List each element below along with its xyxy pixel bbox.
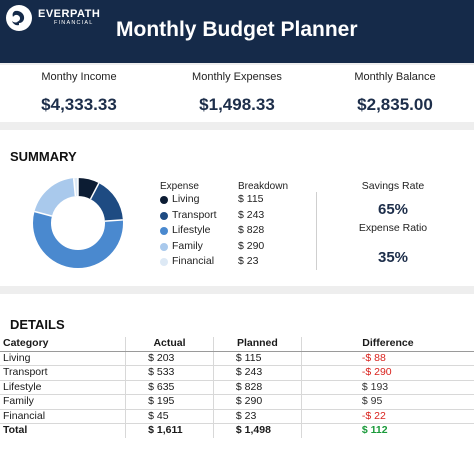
cell-category: Lifestyle (0, 380, 126, 395)
logo (6, 5, 32, 31)
cell-category: Total (3, 424, 28, 436)
difference-value: -$ 88 (361, 351, 386, 364)
donut-slice (33, 178, 123, 268)
col-header-actual: Actual (125, 337, 214, 352)
details-title: DETAILS (10, 317, 65, 332)
legend-value: $ 290 (238, 239, 265, 252)
donut-separator (104, 219, 123, 222)
summary-card: SUMMARY Expense Breakdown Living $ 115 Tra… (0, 130, 474, 286)
legend-label: Family (172, 239, 203, 252)
savings-rate-value: 65% (377, 201, 409, 218)
col-header-planned: Planned (212, 337, 302, 352)
page-title: Monthly Budget Planner (116, 18, 358, 41)
kpi-income-label: Monthy Income (41, 71, 117, 83)
kpi-balance-label: Monthly Balance (354, 71, 436, 83)
donut-chart (33, 178, 123, 268)
expense-ratio-value: 35% (377, 249, 409, 266)
cell-difference: $ 95 (300, 394, 474, 410)
legend-swatch-icon (160, 211, 168, 220)
expense-ratio-label: Expense Ratio (358, 222, 428, 234)
col-header-category: Category (0, 337, 126, 352)
donut-separator (34, 210, 53, 217)
cell-planned: $ 243 (212, 365, 302, 381)
cell-actual: $ 45 (125, 409, 214, 424)
legend-value: $ 23 (238, 255, 259, 267)
legend-swatch-icon (160, 258, 168, 266)
difference-value: $ 112 (361, 424, 388, 436)
donut-separator (89, 182, 100, 200)
header-bar: EVERPATH FINANCIAL Monthly Budget Planne… (0, 0, 474, 63)
cell-planned: $ 290 (212, 394, 302, 410)
table-total-row: Total $ 1,611 $ 1,498 $ 112 (0, 423, 474, 438)
legend-label: Living (172, 193, 200, 205)
cell-difference: -$ 22 (300, 409, 474, 424)
donut-separator (72, 178, 77, 197)
legend-swatch-icon (160, 196, 168, 204)
table-header-row: Category Actual Planned Difference (0, 337, 474, 352)
cell-actual: $ 203 (125, 351, 214, 366)
legend-header-breakdown: Breakdown (238, 181, 289, 192)
brand-subtitle: FINANCIAL (54, 20, 94, 26)
table-row: Financial $ 45 $ 23 -$ 22 (0, 409, 474, 424)
details-table: Category Actual Planned Difference Livin… (0, 337, 474, 438)
cell-category: Financial (0, 409, 126, 424)
cell-planned: $ 828 (212, 380, 302, 395)
difference-value: -$ 22 (361, 409, 386, 422)
legend-swatch-icon (160, 242, 168, 251)
logo-swirl-icon (12, 10, 25, 26)
cell-planned: $ 115 (212, 351, 302, 366)
legend-header-expense: Expense (160, 181, 199, 192)
cell-category: Living (0, 351, 126, 366)
kpi-card: Monthy Income $4,333.33 Monthly Expenses… (0, 65, 474, 122)
cell-actual: $ 635 (125, 380, 214, 395)
table-row: Transport $ 533 $ 243 -$ 290 (0, 365, 474, 381)
summary-divider (316, 192, 317, 270)
legend-value: $ 828 (238, 224, 265, 236)
cell-difference: $ 193 (300, 380, 474, 395)
kpi-income-value: $4,333.33 (41, 95, 117, 114)
cell-category: Transport (0, 365, 126, 381)
table-row: Living $ 203 $ 115 -$ 88 (0, 351, 474, 366)
legend-value: $ 243 (238, 208, 265, 221)
legend-value: $ 115 (238, 193, 264, 205)
legend-label: Transport (172, 208, 217, 221)
cell-category: Family (0, 394, 126, 410)
cell-difference: -$ 290 (300, 365, 474, 381)
summary-title: SUMMARY (10, 149, 77, 164)
cell-planned: $ 1,498 (212, 423, 302, 438)
cell-actual: $ 533 (125, 365, 214, 381)
cell-difference: -$ 88 (300, 351, 474, 366)
legend-label: Financial (172, 255, 215, 267)
cell-planned: $ 23 (212, 409, 302, 424)
legend-label: Lifestyle (172, 224, 211, 236)
savings-rate-label: Savings Rate (361, 180, 425, 192)
legend-swatch-icon (160, 227, 168, 235)
details-card: DETAILS Category Actual Planned Differen… (0, 294, 474, 453)
cell-actual: $ 1,611 (125, 423, 214, 438)
kpi-expenses-value: $1,498.33 (199, 95, 275, 114)
brand-name: EVERPATH (38, 8, 101, 20)
cell-difference: $ 112 (300, 423, 474, 438)
difference-value: $ 193 (361, 380, 389, 393)
table-row: Family $ 195 $ 290 $ 95 (0, 394, 474, 410)
kpi-expenses-label: Monthly Expenses (192, 71, 282, 83)
difference-value: -$ 290 (361, 366, 392, 378)
cell-actual: $ 195 (125, 394, 214, 410)
kpi-balance-value: $2,835.00 (357, 95, 433, 114)
difference-value: $ 95 (361, 395, 383, 407)
col-header-difference: Difference (300, 337, 474, 352)
table-row: Lifestyle $ 635 $ 828 $ 193 (0, 380, 474, 395)
